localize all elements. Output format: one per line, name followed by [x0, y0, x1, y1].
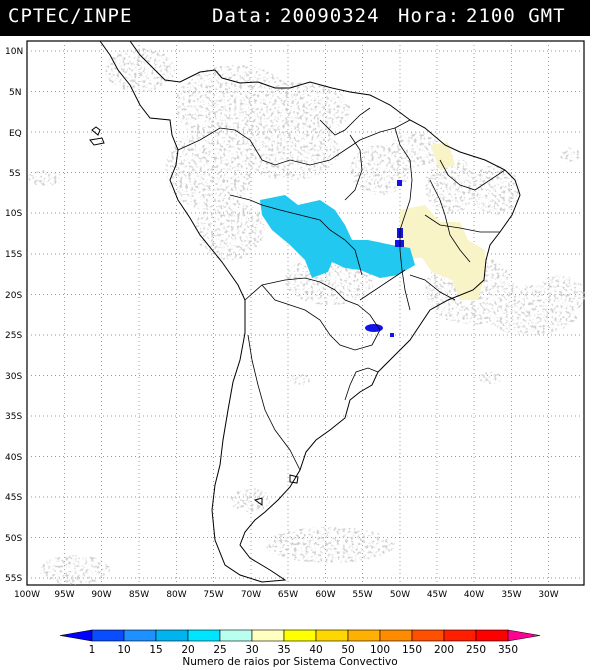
blue-cell-5	[390, 333, 394, 337]
latitude-ticks: 10N 5N EQ 5S 10S 15S 20S 25S 30S 35S 40S…	[5, 47, 23, 584]
coastlines	[89, 40, 521, 583]
lat-tick: 40S	[5, 453, 22, 463]
color-scale-box	[411, 629, 445, 642]
color-scale-box	[283, 629, 317, 642]
pale-yellow-system	[400, 205, 485, 300]
color-scale-level: 35	[277, 644, 290, 656]
color-scale-level: 200	[434, 644, 454, 656]
color-scale-level: 150	[402, 644, 422, 656]
lon-tick: 80W	[166, 590, 186, 600]
lon-tick: 85W	[129, 590, 149, 600]
country-borders	[177, 107, 506, 471]
color-scale-box	[251, 629, 285, 642]
lon-tick: 95W	[54, 590, 74, 600]
color-scale-level: 15	[149, 644, 162, 656]
lon-tick: 90W	[91, 590, 111, 600]
color-scale-box	[507, 629, 541, 642]
lat-tick: 50S	[5, 534, 22, 544]
color-scale-box	[219, 629, 253, 642]
lat-tick: 45S	[5, 493, 22, 503]
lon-tick: 60W	[315, 590, 335, 600]
color-scale-level: 50	[341, 644, 354, 656]
satellite-map: 10N 5N EQ 5S 10S 15S 20S 25S 30S 35S 40S…	[5, 40, 585, 600]
convective-systems	[260, 142, 485, 337]
color-scale-box	[443, 629, 477, 642]
longitude-ticks: 100W 95W 90W 85W 80W 75W 70W 65W 60W 55W…	[14, 590, 559, 600]
lon-tick: 35W	[501, 590, 521, 600]
lat-tick: 25S	[5, 331, 22, 341]
color-scale-boxes	[59, 629, 541, 642]
date-label: Data:	[212, 5, 275, 27]
lat-tick: 10S	[5, 209, 22, 219]
lat-tick: 5N	[9, 88, 21, 98]
color-scale-title: Numero de raios por Sistema Convectivo	[182, 656, 397, 668]
color-scale-labels: 1 10 15 20 25 30 35 40 50 100 150 200 250 350	[89, 644, 518, 656]
pale-yellow-patch-north	[430, 142, 455, 170]
lon-tick: 45W	[427, 590, 447, 600]
lat-tick: 10N	[5, 47, 23, 57]
lat-tick: 15S	[5, 250, 22, 260]
color-scale-level: 250	[466, 644, 486, 656]
lon-tick: 30W	[538, 590, 558, 600]
color-scale-box	[59, 629, 93, 642]
color-scale-box	[475, 629, 509, 642]
lat-tick: 55S	[5, 574, 22, 584]
color-scale-level: 10	[117, 644, 130, 656]
lat-tick: 5S	[9, 169, 21, 179]
color-scale-box	[315, 629, 349, 642]
lon-tick: 40W	[464, 590, 484, 600]
lon-tick: 50W	[390, 590, 410, 600]
source-label: CPTEC/INPE	[8, 5, 133, 27]
lon-tick: 75W	[203, 590, 223, 600]
color-scale-level: 20	[181, 644, 194, 656]
lat-tick: 20S	[5, 291, 22, 301]
color-scale-box	[347, 629, 381, 642]
color-scale-box	[155, 629, 189, 642]
color-scale-box	[379, 629, 413, 642]
map-header: CPTEC/INPE Data: 20090324 Hora: 2100 GMT	[0, 0, 590, 36]
color-scale-level: 350	[498, 644, 518, 656]
lat-tick: EQ	[9, 129, 22, 139]
lon-tick: 55W	[352, 590, 372, 600]
blue-cell-1	[397, 180, 402, 186]
cyan-system	[260, 195, 415, 278]
lat-tick: 30S	[5, 372, 22, 382]
color-scale: 1 10 15 20 25 30 35 40 50 100 150 200 250 350 Numero …	[59, 629, 541, 668]
date-value: 20090324	[280, 5, 380, 27]
lon-tick: 65W	[278, 590, 298, 600]
color-scale-box	[123, 629, 157, 642]
color-scale-level: 100	[370, 644, 390, 656]
color-scale-level: 1	[89, 644, 96, 656]
lon-tick: 70W	[241, 590, 261, 600]
lon-tick: 100W	[14, 590, 40, 600]
blue-cell-4	[365, 324, 383, 332]
time-value: 2100 GMT	[466, 5, 566, 27]
color-scale-box	[91, 629, 125, 642]
color-scale-level: 25	[213, 644, 226, 656]
color-scale-level: 30	[245, 644, 258, 656]
color-scale-level: 40	[309, 644, 322, 656]
cloud-cover	[27, 48, 585, 585]
blue-cell-3	[395, 240, 404, 247]
time-label: Hora:	[398, 5, 461, 27]
color-scale-box	[187, 629, 221, 642]
lat-tick: 35S	[5, 412, 22, 422]
